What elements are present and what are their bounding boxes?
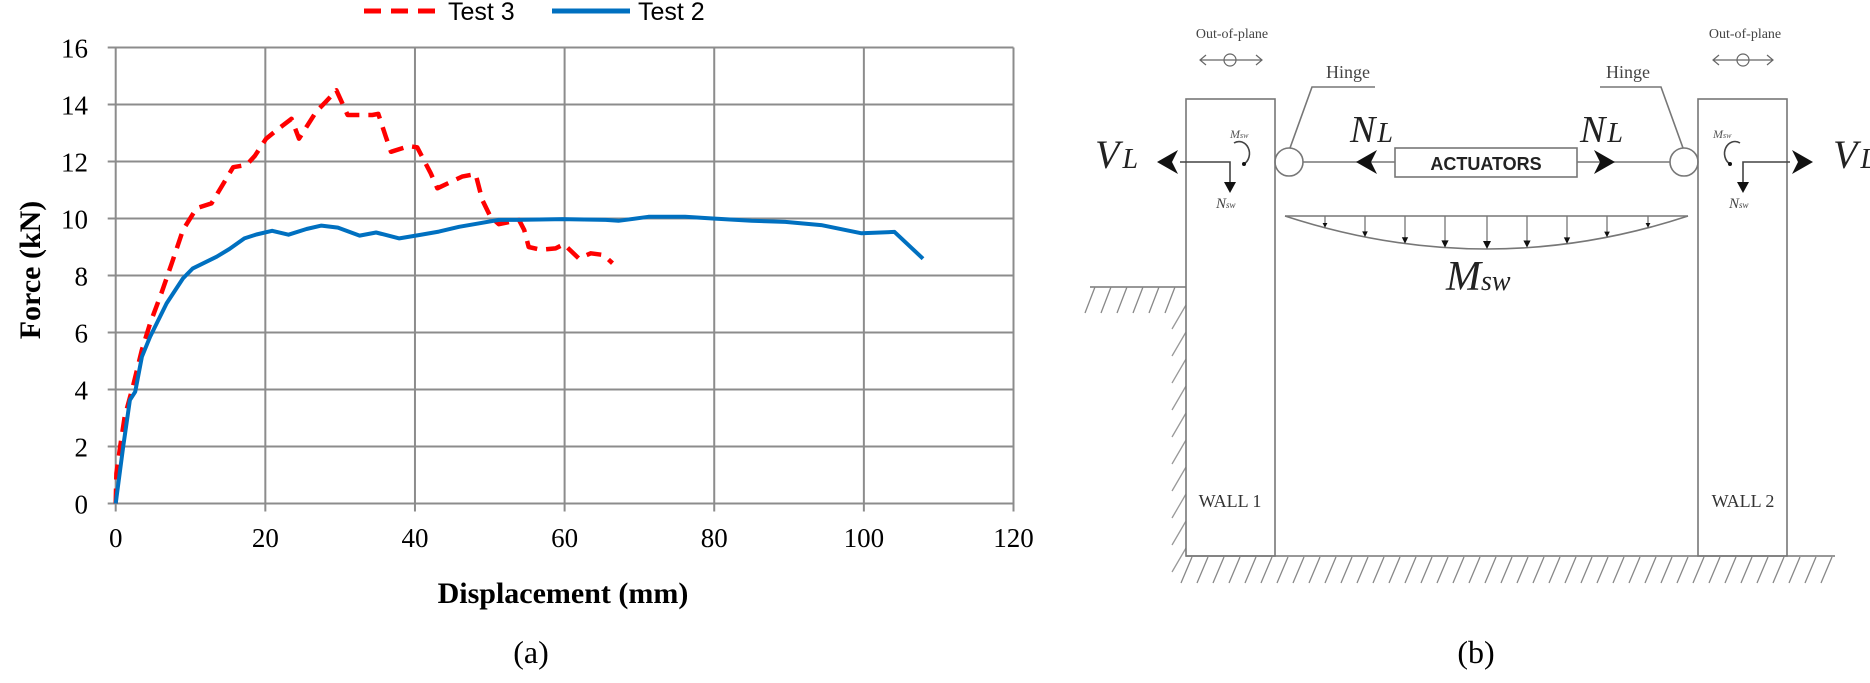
y-tick-label: 12 — [61, 148, 88, 178]
wall-1 — [1185, 98, 1276, 557]
load-arrow-icon — [1483, 241, 1491, 249]
chart-legend: Test 3 Test 2 — [364, 0, 705, 26]
hinge-left-leader — [1289, 86, 1375, 149]
hinge-label-right: Hinge — [1606, 62, 1650, 82]
legend-label-test2: Test 2 — [638, 0, 705, 26]
x-tick-label: 120 — [993, 523, 1034, 553]
x-tick-label: 0 — [109, 523, 123, 553]
moment-arc-right — [1723, 140, 1741, 165]
x-tick-label: 60 — [551, 523, 578, 553]
y-tick-label: 8 — [75, 262, 89, 292]
arrow-nsw-left-icon — [1224, 182, 1236, 193]
y-tick-label: 2 — [75, 433, 89, 463]
y-axis-ticks: 0 2 4 6 8 10 12 14 16 — [61, 34, 89, 520]
load-arrow-icon — [1322, 223, 1328, 228]
x-tick-label: 40 — [401, 523, 428, 553]
y-tick-label: 10 — [61, 205, 88, 235]
test-setup-diagram — [1084, 53, 1835, 584]
nsw-label-right: Nsw — [1728, 196, 1749, 212]
x-tick-label: 100 — [844, 523, 885, 553]
y-tick-label: 6 — [75, 319, 89, 349]
arrow-nsw-right-icon — [1737, 182, 1749, 193]
chart-grid — [107, 46, 1015, 512]
x-tick-label: 80 — [701, 523, 728, 553]
nl-left-label: NL — [1349, 109, 1393, 151]
vl-right-line — [1742, 161, 1790, 185]
arrow-vl-right-icon — [1792, 150, 1813, 174]
wall-1-label: WALL 1 — [1199, 491, 1262, 511]
load-arrow-icon — [1563, 237, 1571, 244]
y-tick-label: 0 — [75, 490, 89, 520]
hinge-label-left: Hinge — [1326, 62, 1370, 82]
ground-hatch-step — [1084, 286, 1176, 314]
nsw-label-left: Nsw — [1215, 196, 1236, 212]
arrow-nl-left-icon — [1356, 150, 1377, 174]
ground-hatch-wall — [1171, 304, 1187, 573]
arrow-vl-left-icon — [1157, 150, 1178, 174]
hinge-left — [1274, 147, 1304, 177]
msw-label: Msw — [1445, 254, 1511, 300]
actuators-label: ACTUATORS — [1430, 154, 1541, 174]
series-test-2 — [113, 214, 925, 504]
chart-series — [113, 88, 925, 504]
wall-2-label: WALL 2 — [1712, 491, 1775, 511]
x-axis-ticks: 0 20 40 60 80 100 120 — [109, 523, 1034, 553]
out-of-plane-label-left: Out-of-plane — [1196, 27, 1268, 42]
self-weight-curve — [1284, 215, 1689, 250]
arrow-nl-right-icon — [1594, 150, 1615, 174]
wall-2 — [1697, 98, 1788, 557]
caption-a: (a) — [513, 634, 549, 670]
nl-right-label: NL — [1579, 109, 1623, 151]
load-arrow-icon — [1645, 223, 1651, 228]
y-axis-label: Force (kN) — [14, 201, 47, 340]
msw-small-right: Msw — [1712, 127, 1732, 141]
load-arrow-icon — [1523, 240, 1531, 248]
load-arrow-icon — [1441, 240, 1449, 248]
y-tick-label: 14 — [61, 91, 89, 121]
series-test-3 — [113, 88, 615, 504]
arrowheads — [1157, 150, 1813, 193]
legend-label-test3: Test 3 — [448, 0, 515, 26]
hinge-right — [1669, 147, 1699, 177]
out-of-plane-symbol-right — [1712, 53, 1774, 67]
self-weight-arrows — [1322, 216, 1651, 249]
y-tick-label: 16 — [61, 34, 88, 64]
msw-small-left: Msw — [1229, 127, 1249, 141]
hinge-right-leader — [1600, 86, 1684, 149]
out-of-plane-symbol-left — [1199, 53, 1263, 67]
actuators-box — [1394, 147, 1578, 178]
load-arrow-icon — [1604, 231, 1610, 238]
x-axis-label: Displacement (mm) — [438, 577, 689, 610]
vl-left-line — [1180, 161, 1231, 185]
moment-arc-left — [1233, 140, 1251, 165]
load-arrow-icon — [1362, 231, 1368, 238]
caption-b: (b) — [1457, 634, 1494, 670]
y-tick-label: 4 — [75, 376, 89, 406]
x-tick-label: 20 — [252, 523, 279, 553]
out-of-plane-label-right: Out-of-plane — [1709, 27, 1781, 42]
load-arrow-icon — [1401, 237, 1409, 244]
vl-right-label: VL — [1833, 132, 1870, 177]
ground-hatch-base — [1180, 556, 1833, 584]
